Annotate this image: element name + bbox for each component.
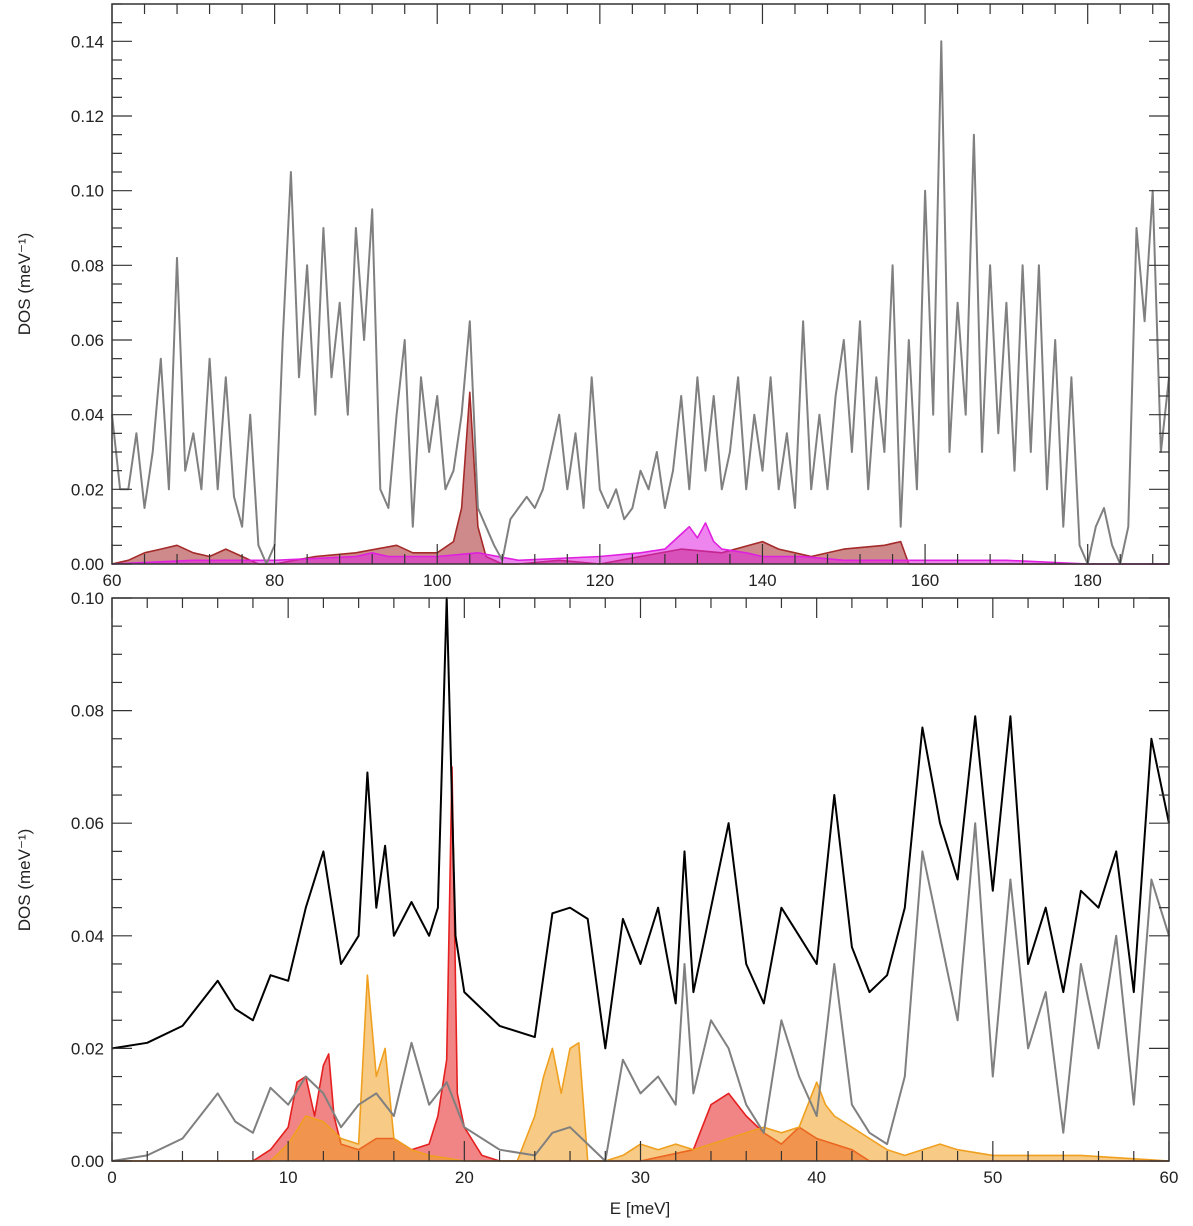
bottom-y-axis-title: DOS (meV⁻¹) xyxy=(15,829,34,931)
bottom-x-tick-label: 30 xyxy=(631,1168,650,1187)
top-x-tick-label: 60 xyxy=(103,571,122,590)
top-series-0-line xyxy=(111,40,1170,565)
bottom-series-0-line xyxy=(111,597,1170,1050)
top-series-1-area xyxy=(112,392,1169,564)
top-x-tick-label: 160 xyxy=(911,571,939,590)
top-y-tick-label: 0.10 xyxy=(71,182,104,201)
top-x-tick-label: 80 xyxy=(265,571,284,590)
top-y-tick-label: 0.06 xyxy=(71,331,104,350)
bottom-x-tick-label: 10 xyxy=(279,1168,298,1187)
top-series-2-area xyxy=(112,522,1169,564)
bottom-x-tick-label: 40 xyxy=(807,1168,826,1187)
bottom-y-tick-label: 0.04 xyxy=(71,927,104,946)
top-x-tick-label: 140 xyxy=(748,571,776,590)
bottom-x-axis-title: E [meV] xyxy=(610,1199,670,1218)
top-y-tick-label: 0.14 xyxy=(71,32,104,51)
bottom-y-tick-label: 0.00 xyxy=(71,1152,104,1171)
bottom-x-tick-label: 60 xyxy=(1160,1168,1179,1187)
bottom-y-tick-label: 0.02 xyxy=(71,1039,104,1058)
top-y-tick-label: 0.00 xyxy=(71,555,104,574)
bottom-y-tick-label: 0.06 xyxy=(71,814,104,833)
bottom-x-tick-label: 50 xyxy=(983,1168,1002,1187)
bottom-x-tick-label: 20 xyxy=(455,1168,474,1187)
top-tick-layer: 60 80 100 120 140 160 180 0.00 0.02 0.04 0.06 0.08 0… xyxy=(71,3,1169,590)
top-x-tick-label: 120 xyxy=(586,571,614,590)
top-series-2-line xyxy=(111,522,1169,565)
bottom-series-3-line xyxy=(112,974,1170,1162)
bottom-y-tick-label: 0.10 xyxy=(71,589,104,608)
top-y-tick-label: 0.02 xyxy=(71,480,104,499)
top-y-tick-label: 0.12 xyxy=(71,107,104,126)
bottom-x-tick-label: 0 xyxy=(107,1168,116,1187)
bottom-series-layer xyxy=(111,597,1170,1162)
top-series-layer xyxy=(111,40,1170,565)
top-y-tick-label: 0.04 xyxy=(71,406,104,425)
top-x-tick-label: 180 xyxy=(1074,571,1102,590)
bottom-y-tick-label: 0.08 xyxy=(71,702,104,721)
top-plot-frame xyxy=(111,3,1170,565)
top-series-1-line xyxy=(111,391,1169,565)
bottom-panel: 0 10 20 30 40 50 60 0.00 0.02 0.04 0.06 0.08 0.10 DO… xyxy=(15,589,1178,1218)
bottom-series-3-area xyxy=(112,975,1169,1161)
bottom-series-1-line xyxy=(111,822,1170,1162)
top-y-tick-label: 0.08 xyxy=(71,256,104,275)
top-panel: 60 80 100 120 140 160 180 0.00 0.02 0.04 0.06 0.08 0… xyxy=(15,3,1170,590)
top-y-axis-title: DOS (meV⁻¹) xyxy=(15,233,34,335)
top-x-tick-label: 100 xyxy=(423,571,451,590)
bottom-tick-layer: 0 10 20 30 40 50 60 0.00 0.02 0.04 0.06 0.08 0.10 xyxy=(71,589,1179,1187)
